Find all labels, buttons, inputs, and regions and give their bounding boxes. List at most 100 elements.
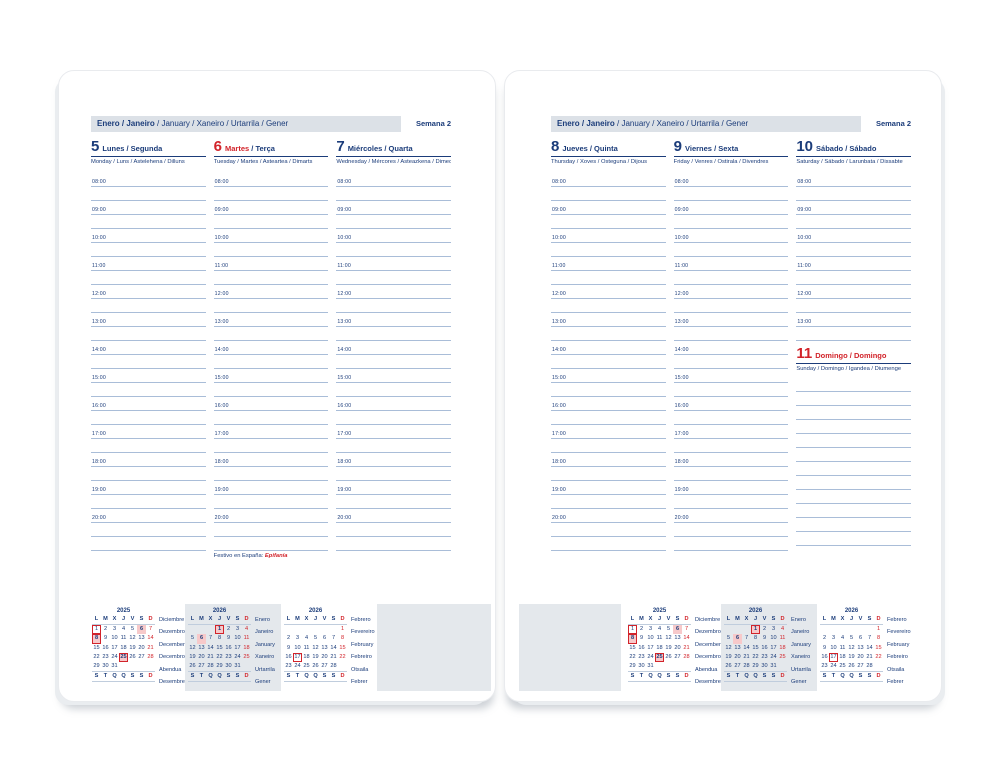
mini-day xyxy=(820,625,829,634)
mini-day: 4 xyxy=(657,626,662,633)
time-slot: 10:00 xyxy=(796,229,912,243)
time-slot xyxy=(336,215,452,229)
day-column-6: 6 Martes / Terça Tuesday / Martes / Astear… xyxy=(213,139,329,559)
time-slot xyxy=(796,215,912,229)
mini-day: 28 xyxy=(743,663,750,670)
mini-calendar-february-2026: 2026 L M X J V S D 1 2 3 4 5 6 7 8 9 10 11 12 13 14 15 16 17 18 19… xyxy=(281,604,375,691)
weekday-letter: V xyxy=(762,616,767,622)
weekday-letter: S xyxy=(322,673,327,680)
mini-day: 27 xyxy=(321,663,328,670)
mini-week: 5 6 7 8 9 10 11 xyxy=(188,634,251,644)
mini-day: 2 xyxy=(822,635,827,642)
time-slot: 13:00 xyxy=(336,313,452,327)
time-slot: 11:00 xyxy=(673,257,789,271)
time-label: 12:00 xyxy=(92,291,106,297)
mini-day: 5 xyxy=(666,626,671,633)
time-label: 17:00 xyxy=(552,431,566,437)
time-slot xyxy=(91,243,206,257)
mini-day: 22 xyxy=(216,653,223,660)
mini-day: 10 xyxy=(234,635,241,642)
mini-day xyxy=(829,625,838,634)
week-number-label: Semana 2 xyxy=(875,119,911,128)
weekday-letter: V xyxy=(858,616,863,622)
month-title-primary: Enero / Janeiro xyxy=(97,119,155,128)
mini-week: 23 24 25 26 27 28 xyxy=(284,662,347,671)
weekday-letter: M xyxy=(103,616,108,622)
mini-week: 5 6 7 8 9 10 11 xyxy=(724,634,787,644)
mini-day: 21 xyxy=(330,653,337,660)
time-slot xyxy=(796,504,912,518)
time-slot: 15:00 xyxy=(213,369,329,383)
time-slot: 16:00 xyxy=(336,397,452,411)
weekday-letter: T xyxy=(831,673,836,680)
weekday-letter: Q xyxy=(217,673,222,680)
time-slot: 12:00 xyxy=(336,285,452,299)
time-slot: 20:00 xyxy=(673,509,789,523)
mini-day: 6 xyxy=(197,634,206,644)
weekday-letter: J xyxy=(121,616,126,622)
time-slot xyxy=(213,411,329,425)
weekday-letter: Q xyxy=(849,673,854,680)
mini-day: 20 xyxy=(674,644,681,651)
time-slot: 14:00 xyxy=(213,341,329,355)
mini-day: 8 xyxy=(628,634,637,644)
time-slot: 08:00 xyxy=(336,173,452,187)
weekday-letter: S xyxy=(94,673,99,680)
mini-day: 5 xyxy=(726,635,731,642)
week-number-label: Semana 2 xyxy=(415,119,451,128)
mini-day: 29 xyxy=(216,663,223,670)
mini-day: 14 xyxy=(330,644,337,651)
mini-day: 20 xyxy=(138,644,145,651)
mini-day xyxy=(733,625,742,634)
mini-day: 8 xyxy=(92,634,101,644)
mini-day: 30 xyxy=(638,663,645,670)
mini-day: 7 xyxy=(867,635,872,642)
mini-week: 19 20 21 22 23 24 25 xyxy=(724,653,787,662)
time-slot: 09:00 xyxy=(91,201,206,215)
mini-month-name: Otsaila xyxy=(351,666,369,673)
mini-day: 3 xyxy=(235,626,240,633)
time-slot: 13:00 xyxy=(551,313,666,327)
mini-day xyxy=(197,625,206,634)
time-slot: 15:00 xyxy=(551,369,666,383)
day-title-10: 10 Sábado / Sábado xyxy=(796,139,912,157)
time-slot xyxy=(551,537,666,551)
day-name-multilang: Martes / Terça xyxy=(225,144,275,153)
time-slot: 14:00 xyxy=(91,341,206,355)
mini-day xyxy=(284,625,293,634)
time-slot: 19:00 xyxy=(91,481,206,495)
mini-year: 2025 xyxy=(116,608,131,614)
mini-day: 26 xyxy=(312,663,319,670)
mini-notes-area xyxy=(519,604,621,691)
mini-month-name: February xyxy=(351,641,374,648)
time-slot xyxy=(551,243,666,257)
mini-year: 2025 xyxy=(652,608,667,614)
mini-day xyxy=(655,662,664,671)
mini-day: 18 xyxy=(120,644,127,651)
time-slot xyxy=(673,243,789,257)
mini-day: 19 xyxy=(312,653,319,660)
time-label: 14:00 xyxy=(337,347,352,353)
mini-day xyxy=(673,662,682,671)
day-name-part: Martes xyxy=(225,144,250,153)
mini-day: 13 xyxy=(674,635,681,642)
mini-day: 18 xyxy=(656,644,663,651)
mini-day: 29 xyxy=(629,663,636,670)
time-slot xyxy=(796,518,912,532)
time-slot: 20:00 xyxy=(551,509,666,523)
weekday-letter: S xyxy=(771,673,776,680)
time-slot xyxy=(796,532,912,546)
mini-week: 12 13 14 15 16 17 18 xyxy=(724,644,787,653)
mini-day: 6 xyxy=(137,625,146,635)
mini-month-name: Febrer xyxy=(887,678,904,685)
time-slot xyxy=(213,523,329,537)
time-label: 09:00 xyxy=(552,207,566,213)
weekday-letter: M xyxy=(199,616,204,622)
time-slot: 10:00 xyxy=(673,229,789,243)
weekday-letter: D xyxy=(244,673,249,680)
mini-day xyxy=(847,625,856,634)
time-slot xyxy=(213,215,329,229)
